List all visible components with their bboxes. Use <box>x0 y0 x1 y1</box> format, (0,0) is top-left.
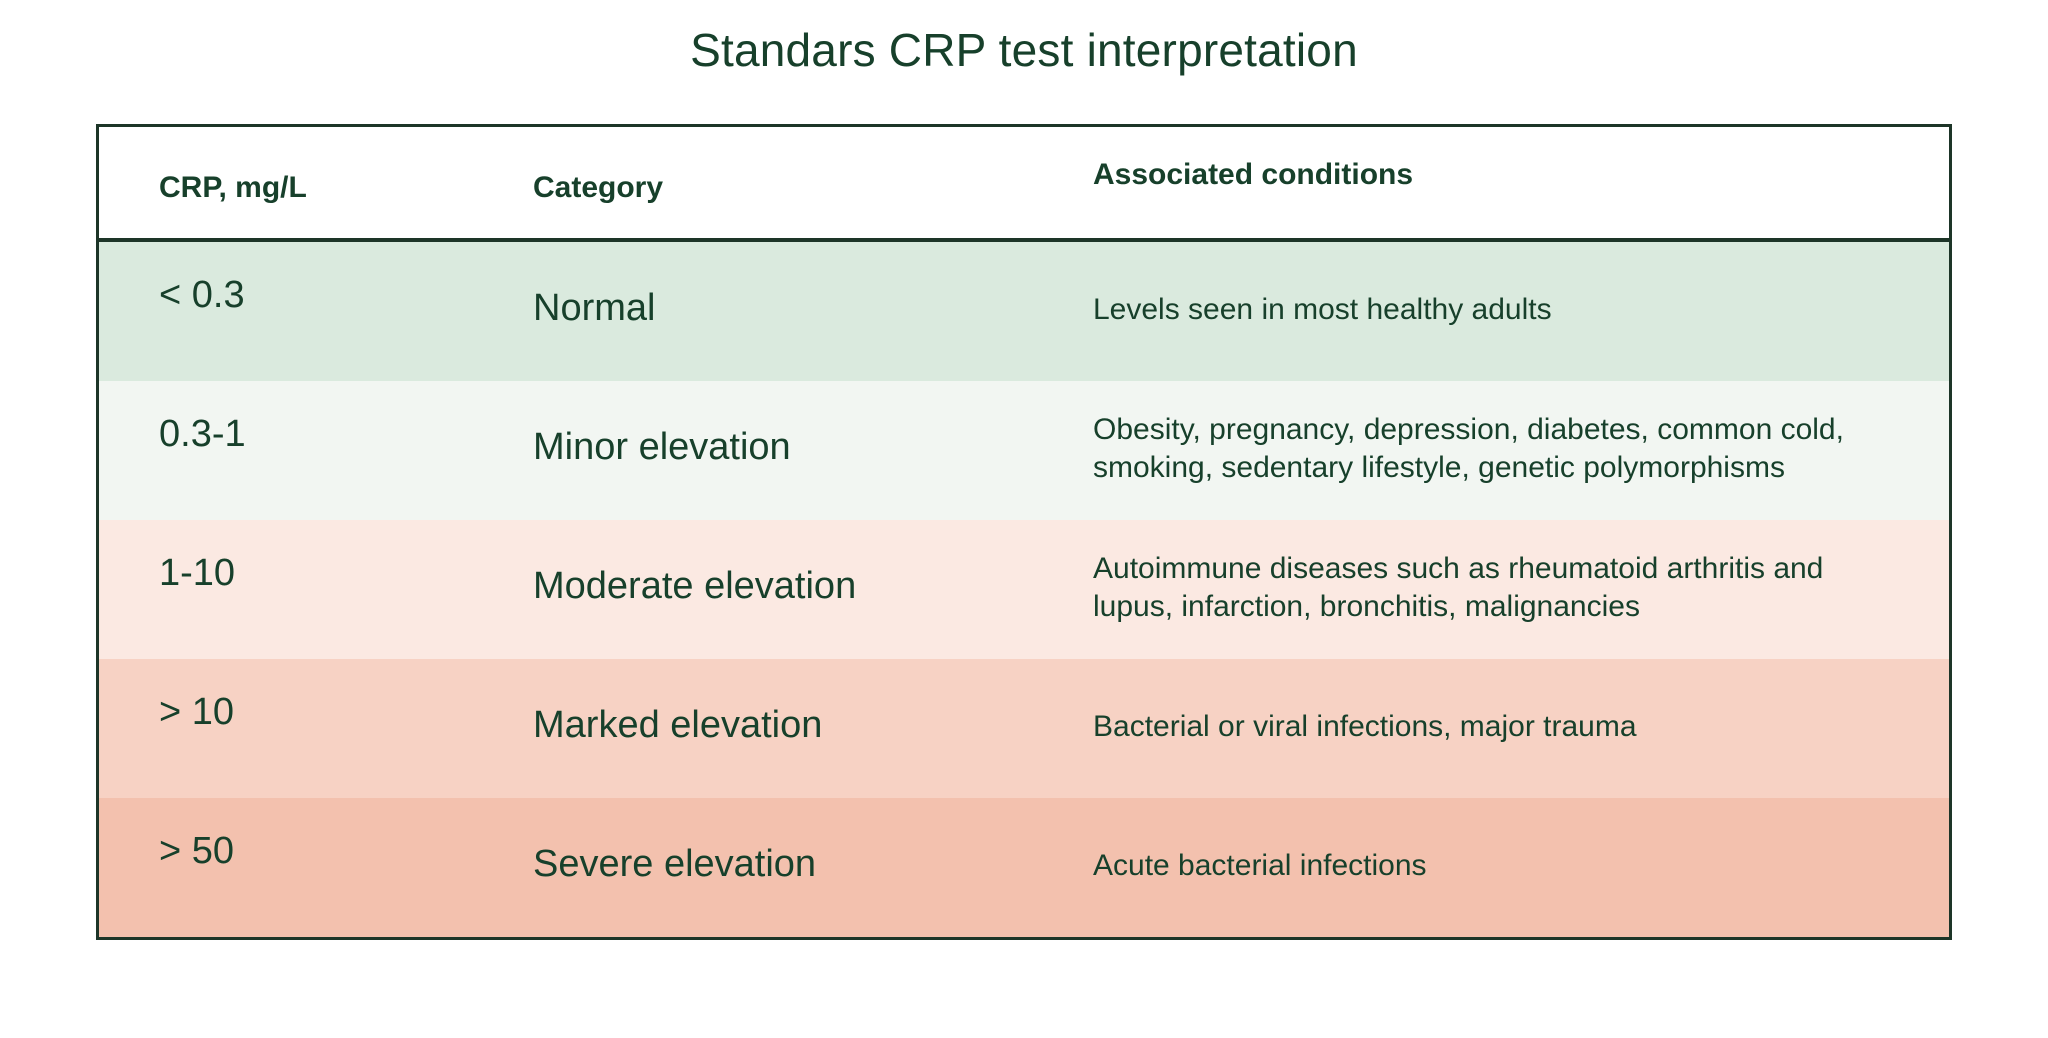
column-header-category: Category <box>533 170 664 204</box>
crp-range-value: > 50 <box>159 830 235 872</box>
table-row-normal: < 0.3 Normal Levels seen in most healthy… <box>99 242 1949 381</box>
category-value: Normal <box>533 287 656 329</box>
crp-range-value: < 0.3 <box>159 274 245 316</box>
conditions-value: Levels seen in most healthy adults <box>1093 292 1552 326</box>
table-row-severe-elevation: > 50 Severe elevation Acute bacterial in… <box>99 798 1949 937</box>
table-row-moderate-elevation: 1-10 Moderate elevation Autoimmune disea… <box>99 520 1949 659</box>
conditions-value: Bacterial or viral infections, major tra… <box>1093 709 1637 743</box>
crp-range-value: 1-10 <box>159 552 236 594</box>
table-row-marked-elevation: > 10 Marked elevation Bacterial or viral… <box>99 659 1949 798</box>
crp-interpretation-table: CRP, mg/L Category Associated conditions… <box>96 124 1952 940</box>
column-header-crp: CRP, mg/L <box>159 170 307 204</box>
conditions-value: Obesity, pregnancy, depression, diabetes… <box>1093 412 1844 484</box>
column-header-associated-conditions: Associated conditions <box>1093 157 1414 191</box>
page-title: Standars CRP test interpretation <box>690 24 1358 76</box>
category-value: Severe elevation <box>533 843 817 885</box>
category-value: Minor elevation <box>533 426 791 468</box>
table-header-row: CRP, mg/L Category Associated conditions <box>99 127 1949 242</box>
page: Standars CRP test interpretation CRP, mg… <box>96 24 1952 940</box>
crp-range-value: 0.3-1 <box>159 413 246 455</box>
crp-range-value: > 10 <box>159 691 235 733</box>
conditions-value: Acute bacterial infections <box>1093 848 1427 882</box>
category-value: Moderate elevation <box>533 565 857 607</box>
table-row-minor-elevation: 0.3-1 Minor elevation Obesity, pregnancy… <box>99 381 1949 520</box>
category-value: Marked elevation <box>533 704 823 746</box>
conditions-value: Autoimmune diseases such as rheumatoid a… <box>1093 551 1824 623</box>
